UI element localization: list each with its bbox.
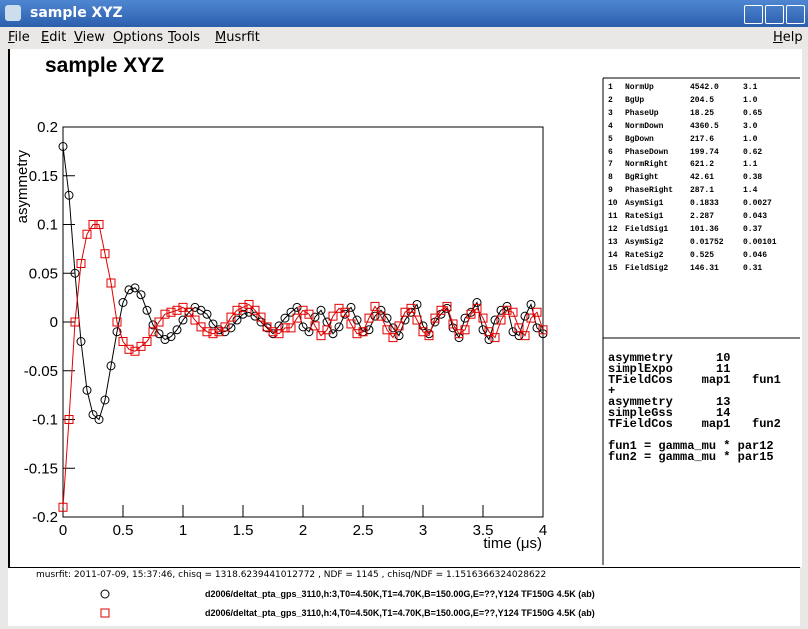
parameter-cell: 3.0 bbox=[743, 122, 757, 131]
parameter-cell: 4360.5 bbox=[690, 122, 719, 131]
parameter-cell: 1.0 bbox=[743, 96, 757, 105]
series-line bbox=[63, 225, 543, 508]
parameter-cell: PhaseDown bbox=[625, 148, 668, 157]
legend-label: d2006/deltat_pta_gps_3110,h:3,T0=4.50K,T… bbox=[205, 589, 595, 599]
parameter-cell: 0.37 bbox=[743, 225, 762, 234]
parameter-cell: 0.01752 bbox=[690, 238, 724, 247]
theory-line: TFieldCos map1 fun2 bbox=[608, 417, 781, 431]
x-tick-label: 0 bbox=[59, 522, 67, 539]
parameter-cell: 0.00101 bbox=[743, 238, 777, 247]
x-tick-label: 4 bbox=[539, 522, 547, 539]
parameter-cell: NormDown bbox=[625, 122, 663, 131]
parameter-cell: BgDown bbox=[625, 135, 654, 144]
parameter-cell: 3.1 bbox=[743, 83, 757, 92]
parameter-cell: 1.1 bbox=[743, 160, 757, 169]
y-tick-label: 0.1 bbox=[37, 217, 58, 234]
y-tick-label: 0.15 bbox=[29, 168, 58, 185]
parameter-cell: 3 bbox=[608, 109, 613, 118]
parameter-cell: 0.65 bbox=[743, 109, 762, 118]
parameter-cell: 6 bbox=[608, 148, 613, 157]
legend-label: d2006/deltat_pta_gps_3110,h:4,T0=4.50K,T… bbox=[205, 608, 595, 618]
x-tick-label: 2 bbox=[299, 522, 307, 539]
y-tick-label: 0.05 bbox=[29, 265, 58, 282]
parameter-cell: 15 bbox=[608, 264, 618, 273]
y-tick-label: -0.15 bbox=[24, 460, 58, 477]
parameter-cell: 2.287 bbox=[690, 212, 714, 221]
x-tick-label: 1 bbox=[179, 522, 187, 539]
parameter-cell: 101.36 bbox=[690, 225, 719, 234]
parameter-cell: 5 bbox=[608, 135, 613, 144]
parameter-cell: 12 bbox=[608, 225, 618, 234]
y-tick-label: 0 bbox=[50, 314, 58, 331]
parameter-cell: 199.74 bbox=[690, 148, 719, 157]
legend-marker bbox=[101, 590, 109, 598]
y-tick-label: 0.2 bbox=[37, 119, 58, 136]
parameter-cell: FieldSig1 bbox=[625, 225, 668, 234]
parameter-cell: 9 bbox=[608, 186, 613, 195]
parameter-cell: 7 bbox=[608, 160, 613, 169]
parameter-cell: 0.0027 bbox=[743, 199, 772, 208]
function-line: fun2 = gamma_mu * par15 bbox=[608, 450, 774, 464]
parameter-cell: PhaseRight bbox=[625, 186, 673, 195]
parameter-cell: 146.31 bbox=[690, 264, 719, 273]
parameter-cell: NormUp bbox=[625, 83, 654, 92]
parameter-cell: 8 bbox=[608, 173, 613, 182]
y-axis-label: asymmetry bbox=[14, 150, 31, 224]
parameter-cell: 0.62 bbox=[743, 148, 762, 157]
x-tick-label: 3.5 bbox=[473, 522, 494, 539]
parameter-cell: 42.61 bbox=[690, 173, 714, 182]
parameter-cell: 0.1833 bbox=[690, 199, 719, 208]
legend-marker bbox=[101, 609, 109, 617]
y-tick-label: -0.05 bbox=[24, 363, 58, 380]
parameter-cell: 0.31 bbox=[743, 264, 762, 273]
plot-frame bbox=[63, 127, 543, 517]
parameter-cell: AsymSig1 bbox=[625, 199, 663, 208]
parameter-cell: 11 bbox=[608, 212, 618, 221]
parameter-cell: 0.043 bbox=[743, 212, 767, 221]
parameter-cell: BgUp bbox=[625, 96, 644, 105]
parameter-cell: AsymSig2 bbox=[625, 238, 663, 247]
y-tick-label: -0.1 bbox=[32, 412, 58, 429]
parameter-cell: 14 bbox=[608, 251, 618, 260]
parameter-cell: 204.5 bbox=[690, 96, 714, 105]
parameter-cell: 13 bbox=[608, 238, 618, 247]
parameter-cell: 1 bbox=[608, 83, 613, 92]
parameter-cell: RateSig2 bbox=[625, 251, 663, 260]
parameter-cell: RateSig1 bbox=[625, 212, 663, 221]
parameter-cell: FieldSig2 bbox=[625, 264, 668, 273]
theory-line: TFieldCos map1 fun1 bbox=[608, 373, 781, 387]
parameter-cell: PhaseUp bbox=[625, 109, 659, 118]
series-line bbox=[63, 147, 543, 420]
parameter-cell: 2 bbox=[608, 96, 613, 105]
parameter-cell: 0.525 bbox=[690, 251, 714, 260]
x-tick-label: 3 bbox=[419, 522, 427, 539]
chart-title: sample XYZ bbox=[45, 54, 164, 77]
parameter-cell: 1.4 bbox=[743, 186, 757, 195]
parameter-cell: BgRight bbox=[625, 173, 659, 182]
parameter-cell: 18.25 bbox=[690, 109, 714, 118]
parameter-cell: 4 bbox=[608, 122, 613, 131]
parameter-cell: 0.046 bbox=[743, 251, 767, 260]
parameter-cell: 287.1 bbox=[690, 186, 714, 195]
parameter-cell: NormRight bbox=[625, 160, 668, 169]
x-tick-label: 2.5 bbox=[353, 522, 374, 539]
parameter-cell: 217.6 bbox=[690, 135, 714, 144]
parameter-cell: 1.0 bbox=[743, 135, 757, 144]
parameter-cell: 621.2 bbox=[690, 160, 714, 169]
x-tick-label: 0.5 bbox=[113, 522, 134, 539]
y-tick-label: -0.2 bbox=[32, 509, 58, 526]
parameter-cell: 4542.0 bbox=[690, 83, 719, 92]
parameter-cell: 0.38 bbox=[743, 173, 762, 182]
parameter-cell: 10 bbox=[608, 199, 618, 208]
x-tick-label: 1.5 bbox=[233, 522, 254, 539]
